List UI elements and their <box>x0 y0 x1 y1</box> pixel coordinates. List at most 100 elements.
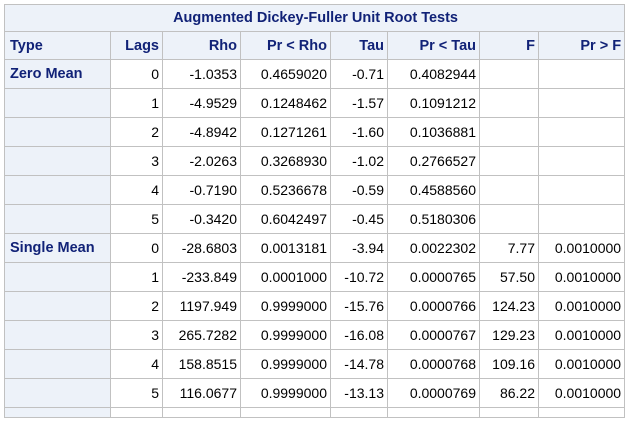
lags-cell: 2 <box>110 291 163 321</box>
pr-f-cell <box>537 59 626 89</box>
pr-rho-cell: 0.9999000 <box>240 349 331 379</box>
rho-cell: -28.6803 <box>162 233 241 263</box>
pr-tau-cell: 0.5180306 <box>387 204 480 234</box>
pr-tau-cell: 0.0000769 <box>387 378 480 408</box>
column-header-pr-rho: Pr < Rho <box>240 31 331 60</box>
f-cell: 86.22 <box>479 378 539 408</box>
table-row: 3 -2.0263 0.3268930 -1.02 0.2766527 <box>4 146 626 176</box>
column-header-rho: Rho <box>162 31 241 60</box>
empty-cell <box>240 407 331 418</box>
tau-cell: -1.57 <box>330 88 388 118</box>
pr-rho-cell: 0.1248462 <box>240 88 331 118</box>
table-row: 4 -0.7190 0.5236678 -0.59 0.4588560 <box>4 175 626 205</box>
lags-cell: 2 <box>110 117 163 147</box>
lags-cell: 5 <box>110 378 163 408</box>
empty-cell <box>4 407 111 418</box>
pr-rho-cell: 0.3268930 <box>240 146 331 176</box>
table-row: 1 -4.9529 0.1248462 -1.57 0.1091212 <box>4 88 626 118</box>
column-header-type: Type <box>4 31 111 60</box>
pr-f-cell: 0.0010000 <box>537 291 626 321</box>
tau-cell: -15.76 <box>330 291 388 321</box>
pr-rho-cell: 0.4659020 <box>240 59 331 89</box>
pr-rho-cell: 0.9999000 <box>240 320 331 350</box>
row-type-label <box>4 88 111 118</box>
pr-f-cell: 0.0010000 <box>537 378 626 408</box>
tau-cell: -13.13 <box>330 378 388 408</box>
row-type-label <box>4 175 111 205</box>
rho-cell: 1197.949 <box>162 291 241 321</box>
pr-tau-cell: 0.0000766 <box>387 291 480 321</box>
row-type-label <box>4 146 111 176</box>
table-row: 5 116.0677 0.9999000 -13.13 0.0000769 86.22 0.… <box>4 378 626 408</box>
table-row: 4 158.8515 0.9999000 -14.78 0.0000768 109.16 0… <box>4 349 626 379</box>
pr-tau-cell: 0.1091212 <box>387 88 480 118</box>
table-row-partial <box>4 407 626 418</box>
rho-cell: -2.0263 <box>162 146 241 176</box>
pr-f-cell: 0.0010000 <box>537 262 626 292</box>
pr-f-cell <box>537 204 626 234</box>
pr-rho-cell: 0.1271261 <box>240 117 331 147</box>
rho-cell: -233.849 <box>162 262 241 292</box>
lags-cell: 3 <box>110 146 163 176</box>
table-row: 3 265.7282 0.9999000 -16.08 0.0000767 129.23 0… <box>4 320 626 350</box>
pr-tau-cell: 0.4082944 <box>387 59 480 89</box>
pr-tau-cell: 0.0000768 <box>387 349 480 379</box>
rho-cell: -4.9529 <box>162 88 241 118</box>
row-type-label <box>4 349 111 379</box>
lags-cell: 4 <box>110 349 163 379</box>
row-type-label: Single Mean <box>4 233 111 263</box>
rho-cell: -0.7190 <box>162 175 241 205</box>
f-cell: 57.50 <box>479 262 539 292</box>
row-type-label <box>4 378 111 408</box>
f-cell <box>479 204 539 234</box>
empty-cell <box>537 407 626 418</box>
pr-f-cell <box>537 146 626 176</box>
table-title: Augmented Dickey-Fuller Unit Root Tests <box>3 4 626 32</box>
row-type-label <box>4 291 111 321</box>
table-row: 5 -0.3420 0.6042497 -0.45 0.5180306 <box>4 204 626 234</box>
f-cell: 124.23 <box>479 291 539 321</box>
pr-f-cell <box>537 88 626 118</box>
column-header-pr-f: Pr > F <box>537 31 626 60</box>
pr-rho-cell: 0.0013181 <box>240 233 331 263</box>
empty-cell <box>162 407 241 418</box>
empty-cell <box>479 407 539 418</box>
f-cell: 109.16 <box>479 349 539 379</box>
rho-cell: -1.0353 <box>162 59 241 89</box>
lags-cell: 1 <box>110 88 163 118</box>
f-cell: 7.77 <box>479 233 539 263</box>
rho-cell: -4.8942 <box>162 117 241 147</box>
tau-cell: -0.71 <box>330 59 388 89</box>
tau-cell: -0.59 <box>330 175 388 205</box>
pr-tau-cell: 0.0000767 <box>387 320 480 350</box>
lags-cell: 0 <box>110 233 163 263</box>
rho-cell: -0.3420 <box>162 204 241 234</box>
pr-tau-cell: 0.0000765 <box>387 262 480 292</box>
pr-f-cell <box>537 175 626 205</box>
pr-f-cell: 0.0010000 <box>537 349 626 379</box>
pr-f-cell: 0.0010000 <box>537 233 626 263</box>
tau-cell: -1.60 <box>330 117 388 147</box>
lags-cell: 0 <box>110 59 163 89</box>
pr-tau-cell: 0.2766527 <box>387 146 480 176</box>
rho-cell: 116.0677 <box>162 378 241 408</box>
pr-tau-cell: 0.1036881 <box>387 117 480 147</box>
tau-cell: -3.94 <box>330 233 388 263</box>
column-header-tau: Tau <box>330 31 388 60</box>
table-row: Single Mean 0 -28.6803 0.0013181 -3.94 0.0022… <box>4 233 626 263</box>
row-type-label: Zero Mean <box>4 59 111 89</box>
pr-f-cell <box>537 117 626 147</box>
f-cell: 129.23 <box>479 320 539 350</box>
pr-rho-cell: 0.9999000 <box>240 291 331 321</box>
empty-cell <box>110 407 163 418</box>
adf-unit-root-table: Augmented Dickey-Fuller Unit Root Tests … <box>3 4 626 418</box>
tau-cell: -10.72 <box>330 262 388 292</box>
lags-cell: 1 <box>110 262 163 292</box>
f-cell <box>479 59 539 89</box>
pr-f-cell: 0.0010000 <box>537 320 626 350</box>
pr-rho-cell: 0.9999000 <box>240 378 331 408</box>
column-header-f: F <box>479 31 539 60</box>
f-cell <box>479 146 539 176</box>
column-header-row: Type Lags Rho Pr < Rho Tau Pr < Tau F Pr… <box>4 31 626 60</box>
tau-cell: -1.02 <box>330 146 388 176</box>
